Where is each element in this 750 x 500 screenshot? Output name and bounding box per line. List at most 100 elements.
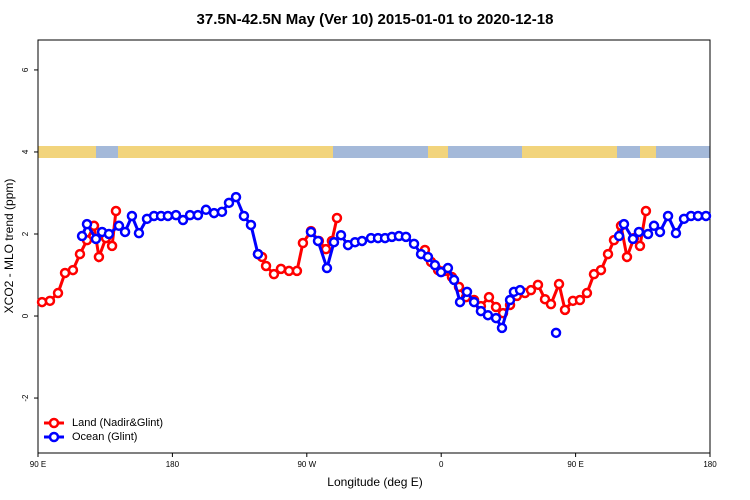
legend-label: Land (Nadir&Glint) [72,417,163,429]
data-point [44,295,56,307]
data-point [581,287,593,299]
y-tick-label: 2 [21,231,30,236]
data-point [525,284,537,296]
x-tick-label: 180 [166,460,180,469]
data-point [177,214,189,226]
data-point [595,264,607,276]
data-point [321,262,333,274]
data-point [106,240,118,252]
data-point [490,301,502,313]
data-point [245,219,257,231]
data-point [230,191,242,203]
data-point [67,264,79,276]
data-point [504,294,516,306]
data-point [238,210,250,222]
data-point [545,298,557,310]
data-point [223,197,235,209]
legend-label: Ocean (Glint) [72,431,137,443]
data-point [400,231,412,243]
x-tick-label: 180 [703,460,717,469]
data-point [613,230,625,242]
data-point [291,265,303,277]
data-point [448,274,460,286]
x-tick-label: 0 [439,460,444,469]
data-point [252,248,264,260]
data-point [514,284,526,296]
data-point [442,262,454,274]
data-point [640,205,652,217]
x-tick-label: 90 W [297,460,316,469]
data-point [275,263,287,275]
data-point [335,229,347,241]
y-tick-label: 6 [21,67,30,72]
data-point [356,235,368,247]
data-point [468,296,480,308]
y-tick-label: 0 [21,313,30,318]
data-point [654,226,666,238]
data-point [618,218,630,230]
data-point [81,218,93,230]
data-point [76,230,88,242]
data-point [126,210,138,222]
y-tick-label: -2 [21,394,30,402]
plot-frame [37,39,711,454]
legend-box [40,411,182,449]
legend-marker [48,417,60,429]
chart-title: 37.5N-42.5N May (Ver 10) 2015-01-01 to 2… [197,11,554,28]
data-point [133,227,145,239]
data-point [268,268,280,280]
x-tick-label: 90 E [567,460,583,469]
y-tick-label: 4 [21,149,30,154]
map-strip [38,146,710,158]
data-point [634,240,646,252]
data-point [192,209,204,221]
data-point [119,226,131,238]
data-point [627,233,639,245]
data-point [422,251,434,263]
data-point [113,220,125,232]
data-point [110,205,122,217]
data-point [52,287,64,299]
data-point [260,260,272,272]
data-point [328,236,340,248]
data-point [662,210,674,222]
data-point [429,259,441,271]
data-point [93,251,105,263]
legend: Land (Nadir&Glint) Ocean (Glint) [40,411,182,449]
data-point [700,210,712,222]
data-point [559,304,571,316]
y-axis-label: XCO2 - MLO trend (ppm) [2,179,16,314]
data-point [461,286,473,298]
data-point [312,235,324,247]
data-point [297,237,309,249]
data-point [162,210,174,222]
legend-marker [48,431,60,443]
data-point [550,327,562,339]
data-point [482,309,494,321]
data-point [648,220,660,232]
data-point [633,226,645,238]
data-point [103,228,115,240]
data-point [305,226,317,238]
data-point [670,227,682,239]
data-point [574,294,586,306]
x-tick-label: 90 E [30,460,46,469]
data-point [454,296,466,308]
data-point [621,251,633,263]
data-point [200,204,212,216]
data-point [90,233,102,245]
data-point [553,278,565,290]
data-point [36,296,48,308]
data-point [331,212,343,224]
data-point [408,238,420,250]
data-point [208,207,220,219]
data-point [642,228,654,240]
data-point [496,322,508,334]
data-point [74,248,86,260]
data-point [170,209,182,221]
data-point [490,312,502,324]
data-point [483,291,495,303]
data-point [532,279,544,291]
x-axis-label: Longitude (deg E) [327,475,422,489]
